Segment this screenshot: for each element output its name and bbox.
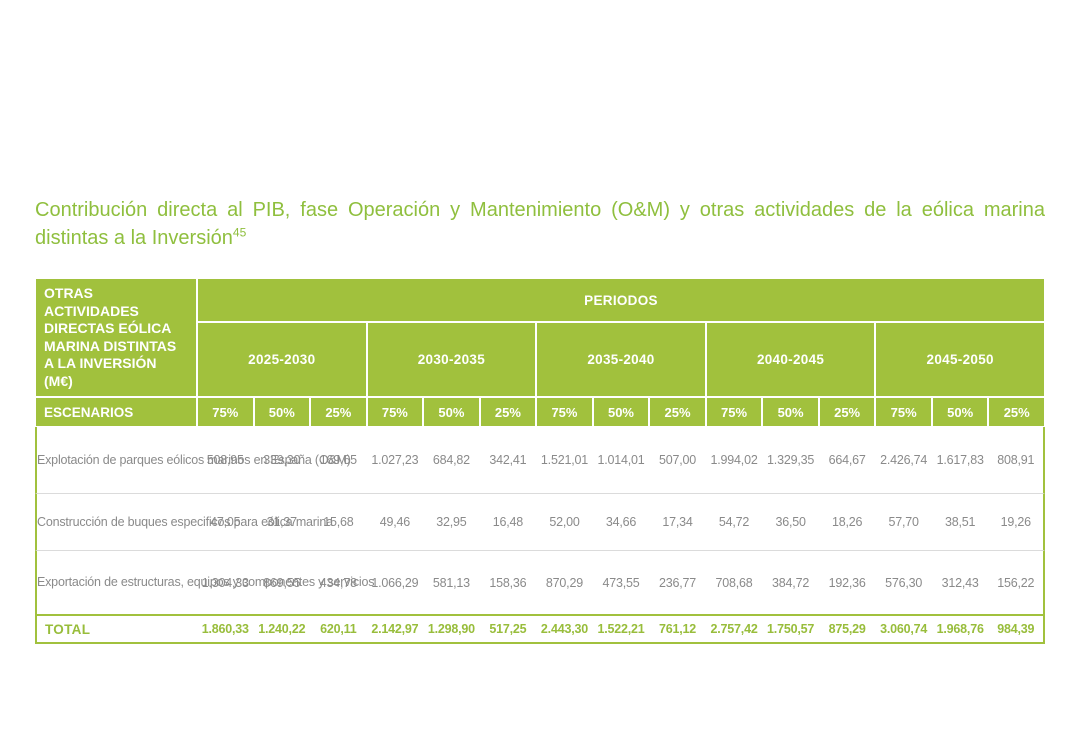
- value-cell: 18,26: [818, 493, 876, 550]
- value-cell: 1.304,33: [197, 550, 254, 614]
- value-cell: 808,91: [988, 427, 1045, 493]
- total-value-cell: 2.757,42: [705, 614, 763, 644]
- value-cell: 581,13: [423, 550, 480, 614]
- escenarios-row: ESCENARIOS 75% 50% 25% 75% 50% 25% 75% 50% 25% 75…: [35, 397, 1045, 427]
- value-cell: 47,05: [197, 493, 254, 550]
- row-label: Explotación de parques eólicos marinos e…: [35, 427, 351, 493]
- page-title-text: Contribución directa al PIB, fase Operac…: [35, 199, 1045, 249]
- total-value-cell: 1.968,76: [931, 614, 989, 644]
- scenario-percent-header: 25%: [988, 397, 1045, 427]
- scenario-percent-header: 25%: [310, 397, 367, 427]
- total-label: TOTAL: [35, 614, 197, 644]
- value-cell: 2.426,74: [875, 427, 932, 493]
- value-cell: 38,51: [931, 493, 989, 550]
- value-cell: 1.014,01: [592, 427, 650, 493]
- period-header: 2040-2045: [705, 322, 876, 397]
- value-cell: 507,00: [649, 427, 706, 493]
- value-cell: 684,82: [423, 427, 480, 493]
- value-cell: 17,34: [649, 493, 706, 550]
- value-cell: 708,68: [705, 550, 763, 614]
- value-cell: 1.617,83: [931, 427, 989, 493]
- value-cell: 54,72: [705, 493, 763, 550]
- value-cell: 1.329,35: [762, 427, 819, 493]
- table-row: Construcción de buques especificos para …: [35, 493, 1045, 550]
- value-cell: 508,95: [197, 427, 254, 493]
- scenario-percent-header: 75%: [705, 397, 763, 427]
- scenario-percent-header: 25%: [649, 397, 706, 427]
- value-cell: 192,36: [818, 550, 876, 614]
- value-cell: 1.066,29: [366, 550, 424, 614]
- value-cell: 36,50: [762, 493, 819, 550]
- period-header: 2025-2030: [197, 322, 367, 397]
- corner-header: OTRAS ACTIVIDADES DIRECTAS EÓLICA MARINA…: [35, 278, 197, 397]
- scenario-percent-header: 25%: [479, 397, 537, 427]
- value-cell: 57,70: [875, 493, 932, 550]
- value-cell: 236,77: [649, 550, 706, 614]
- value-cell: 49,46: [366, 493, 424, 550]
- total-value-cell: 2.443,30: [536, 614, 593, 644]
- escenarios-header: ESCENARIOS: [35, 397, 197, 427]
- value-cell: 52,00: [536, 493, 593, 550]
- total-value-cell: 875,29: [818, 614, 876, 644]
- total-value-cell: 620,11: [310, 614, 367, 644]
- value-cell: 158,36: [479, 550, 537, 614]
- period-header: 2035-2040: [536, 322, 706, 397]
- total-value-cell: 1.240,22: [253, 614, 311, 644]
- scenario-percent-header: 75%: [536, 397, 593, 427]
- scenario-percent-header: 50%: [253, 397, 311, 427]
- value-cell: 473,55: [592, 550, 650, 614]
- value-cell: 576,30: [875, 550, 932, 614]
- total-value-cell: 2.142,97: [366, 614, 424, 644]
- row-label: Exportación de estructuras, equipos y co…: [35, 550, 374, 614]
- value-cell: 1.994,02: [705, 427, 763, 493]
- value-cell: 869,55: [253, 550, 311, 614]
- total-value-cell: 1.298,90: [423, 614, 480, 644]
- value-cell: 339,30: [253, 427, 311, 493]
- value-cell: 15,68: [310, 493, 367, 550]
- periodos-header: PERIODOS: [197, 278, 1045, 323]
- value-cell: 342,41: [479, 427, 537, 493]
- total-value-cell: 984,39: [988, 614, 1045, 644]
- scenario-percent-header: 75%: [197, 397, 254, 427]
- table-row: Explotación de parques eólicos marinos e…: [35, 427, 1045, 493]
- periodos-header-row: OTRAS ACTIVIDADES DIRECTAS EÓLICA MARINA…: [35, 278, 1045, 397]
- value-cell: 1.027,23: [366, 427, 424, 493]
- value-cell: 32,95: [423, 493, 480, 550]
- scenario-percent-header: 50%: [592, 397, 650, 427]
- page-title: Contribución directa al PIB, fase Operac…: [35, 196, 1045, 252]
- total-value-cell: 1.860,33: [197, 614, 254, 644]
- period-labels-row: 2025-2030 2030-2035 2035-2040 2040-2045 2045…: [35, 322, 1045, 397]
- scenario-percent-header: 50%: [423, 397, 480, 427]
- value-cell: 870,29: [536, 550, 593, 614]
- scenario-percent-header: 75%: [366, 397, 424, 427]
- contribution-table: OTRAS ACTIVIDADES DIRECTAS EÓLICA MARINA…: [35, 278, 1045, 644]
- value-cell: 31,37: [253, 493, 311, 550]
- total-value-cell: 517,25: [479, 614, 537, 644]
- total-row: TOTAL 1.860,33 1.240,22 620,11 2.142,97 1.298…: [35, 614, 1045, 644]
- table-row: Exportación de estructuras, equipos y co…: [35, 550, 1045, 614]
- scenario-percent-header: 25%: [818, 397, 876, 427]
- value-cell: 384,72: [762, 550, 819, 614]
- value-cell: 16,48: [479, 493, 537, 550]
- scenario-percent-header: 50%: [931, 397, 989, 427]
- value-cell: 19,26: [988, 493, 1045, 550]
- total-value-cell: 761,12: [649, 614, 706, 644]
- value-cell: 1.521,01: [536, 427, 593, 493]
- value-cell: 156,22: [988, 550, 1045, 614]
- scenario-percent-header: 50%: [762, 397, 819, 427]
- scenario-percent-header: 75%: [875, 397, 932, 427]
- value-cell: 434,78: [310, 550, 367, 614]
- value-cell: 664,67: [818, 427, 876, 493]
- period-header: 2045-2050: [875, 322, 1045, 397]
- total-value-cell: 1.522,21: [592, 614, 650, 644]
- total-value-cell: 3.060,74: [875, 614, 932, 644]
- footnote-reference: 45: [232, 225, 247, 240]
- value-cell: 169,65: [310, 427, 367, 493]
- total-value-cell: 1.750,57: [762, 614, 819, 644]
- value-cell: 312,43: [931, 550, 989, 614]
- row-label: Construcción de buques especificos para …: [35, 493, 333, 550]
- period-header: 2030-2035: [366, 322, 537, 397]
- value-cell: 34,66: [592, 493, 650, 550]
